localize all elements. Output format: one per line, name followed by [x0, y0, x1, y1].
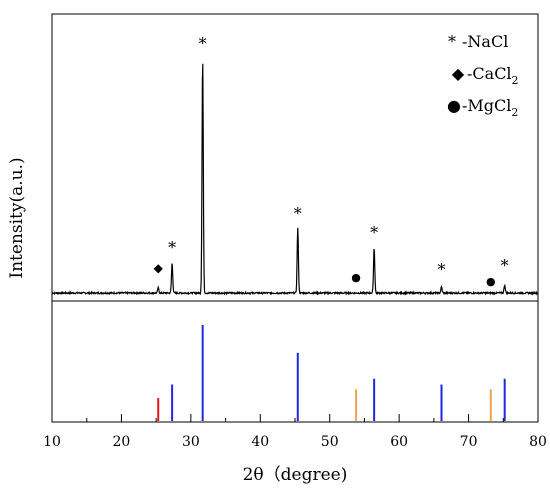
y-axis-title: Intensity(a.u.) [7, 157, 27, 278]
nacl-peak-marker: * [501, 256, 509, 275]
legend-label-mgcl2: -MgCl2 [462, 96, 518, 119]
mgcl2-peak-marker: ● [351, 271, 361, 284]
x-tick-label: 20 [113, 434, 131, 450]
x-tick-label: 70 [460, 434, 478, 450]
nacl-peak-marker: * [294, 204, 302, 223]
x-axis-ticks: 10 20 30 40 50 60 70 80 [43, 414, 547, 450]
x-tick-label: 60 [390, 434, 408, 450]
nacl-peak-marker: * [168, 238, 176, 257]
legend-entry-nacl: * -NaCl [448, 32, 508, 51]
legend-entry-cacl2: ◆ -CaCl2 [452, 64, 519, 87]
reference-lines [157, 325, 506, 421]
nacl-peak-marker: * [437, 260, 445, 279]
cacl2-peak-marker: ◆ [154, 261, 164, 275]
x-tick-label: 30 [182, 434, 200, 450]
xrd-pattern [51, 63, 539, 296]
mgcl2-peak-marker: ● [486, 275, 496, 288]
x-tick-label: 50 [321, 434, 339, 450]
legend-label-nacl: -NaCl [462, 32, 508, 51]
legend-entry-mgcl2: ● -MgCl2 [447, 96, 518, 119]
x-axis-title: 2θ（degree) [243, 465, 348, 485]
legend-marker-nacl: * [448, 32, 456, 51]
peak-markers: ◆ * * * ● * * ● * [154, 34, 509, 288]
legend-marker-mgcl2: ● [447, 96, 461, 115]
legend-marker-cacl2: ◆ [452, 64, 465, 83]
x-tick-label: 10 [43, 434, 61, 450]
xrd-pattern-line [51, 63, 539, 296]
nacl-peak-marker: * [199, 34, 207, 53]
nacl-peak-marker: * [370, 223, 378, 242]
x-tick-label: 80 [529, 434, 547, 450]
legend-label-cacl2: -CaCl2 [467, 64, 519, 87]
legend: * -NaCl ◆ -CaCl2 ● -MgCl2 [447, 32, 519, 119]
x-tick-label: 40 [251, 434, 269, 450]
